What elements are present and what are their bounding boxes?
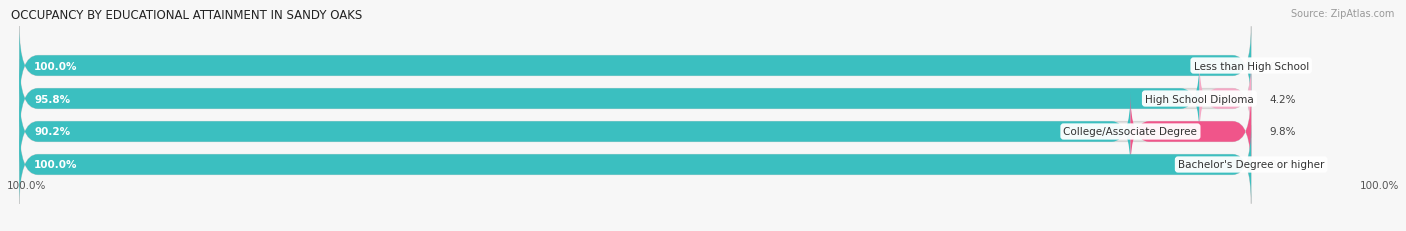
Text: 9.8%: 9.8% <box>1270 127 1296 137</box>
Text: High School Diploma: High School Diploma <box>1144 94 1254 104</box>
FancyBboxPatch shape <box>20 27 1251 105</box>
FancyBboxPatch shape <box>1199 60 1251 138</box>
Text: College/Associate Degree: College/Associate Degree <box>1063 127 1198 137</box>
FancyBboxPatch shape <box>20 126 1251 204</box>
FancyBboxPatch shape <box>20 27 1251 105</box>
Text: Bachelor's Degree or higher: Bachelor's Degree or higher <box>1178 160 1324 170</box>
Text: Less than High School: Less than High School <box>1194 61 1309 71</box>
FancyBboxPatch shape <box>20 60 1199 138</box>
Text: 0.0%: 0.0% <box>1270 61 1296 71</box>
Text: 100.0%: 100.0% <box>34 61 77 71</box>
Text: 90.2%: 90.2% <box>34 127 70 137</box>
Text: 100.0%: 100.0% <box>34 160 77 170</box>
Text: 0.0%: 0.0% <box>1270 160 1296 170</box>
Text: 100.0%: 100.0% <box>7 180 46 190</box>
FancyBboxPatch shape <box>1130 93 1251 171</box>
Text: OCCUPANCY BY EDUCATIONAL ATTAINMENT IN SANDY OAKS: OCCUPANCY BY EDUCATIONAL ATTAINMENT IN S… <box>11 9 363 22</box>
FancyBboxPatch shape <box>20 93 1130 171</box>
FancyBboxPatch shape <box>20 126 1251 204</box>
Text: 100.0%: 100.0% <box>1360 180 1399 190</box>
Text: 95.8%: 95.8% <box>34 94 70 104</box>
Text: Source: ZipAtlas.com: Source: ZipAtlas.com <box>1291 9 1395 19</box>
FancyBboxPatch shape <box>20 93 1251 171</box>
Text: 4.2%: 4.2% <box>1270 94 1296 104</box>
FancyBboxPatch shape <box>20 60 1251 138</box>
